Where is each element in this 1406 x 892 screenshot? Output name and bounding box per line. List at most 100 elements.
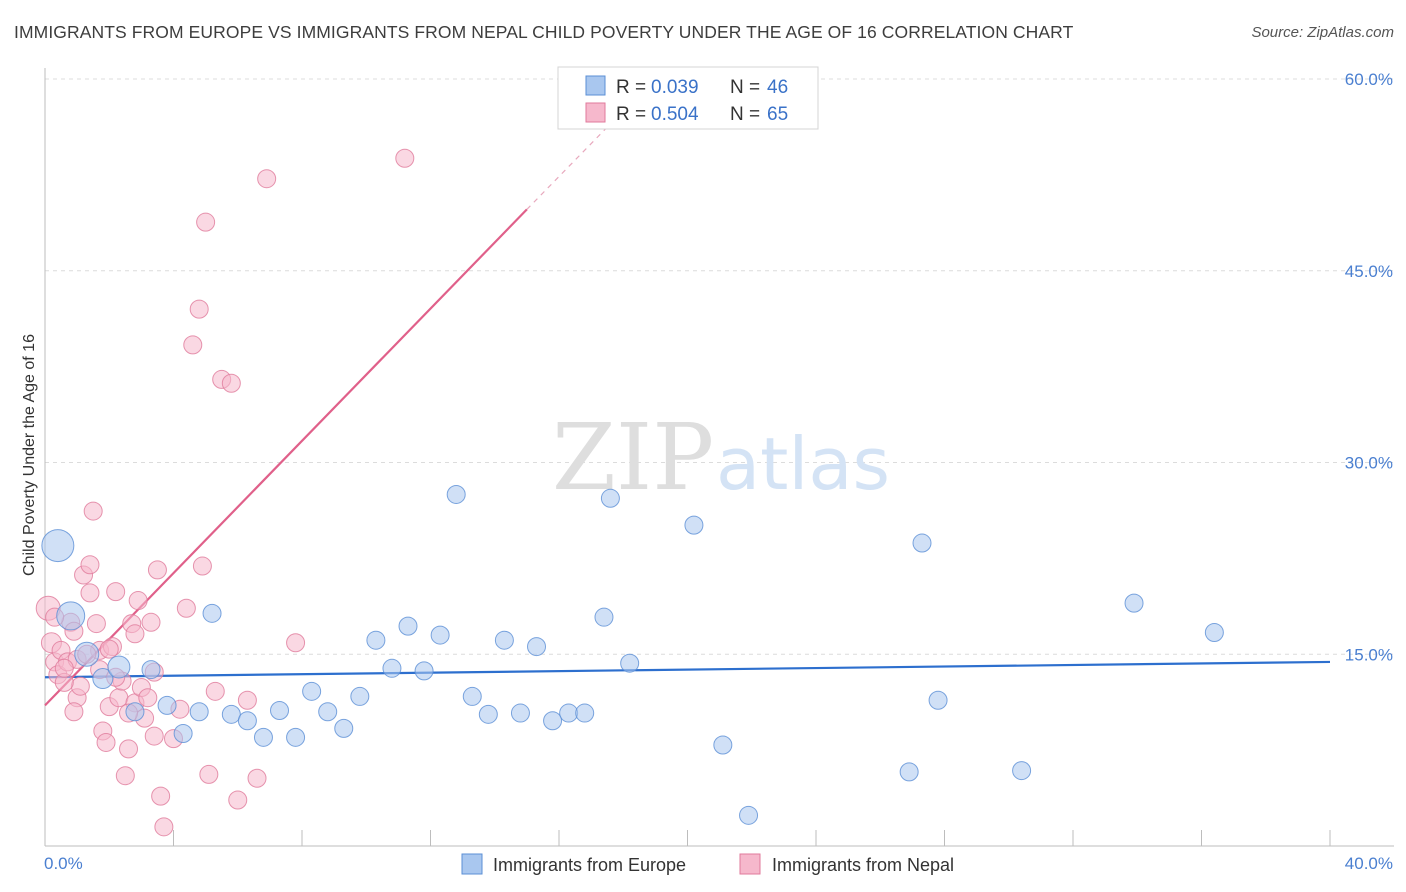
europe-point-13: [253, 727, 273, 747]
nepal-point-24: [109, 688, 129, 708]
y-tick-labels: 15.0% 30.0% 45.0% 60.0%: [1345, 70, 1393, 664]
europe-point-42: [928, 690, 948, 710]
nepal-point-61: [144, 726, 164, 746]
y-tick-label-45: 45.0%: [1345, 262, 1393, 281]
europe-point-43: [1012, 761, 1032, 781]
nepal-point-16: [86, 614, 106, 634]
y-tick-label-15: 15.0%: [1345, 645, 1393, 664]
nepal-point-46: [196, 212, 216, 232]
legend-europe-n-value: 46: [767, 77, 788, 98]
europe-point-9: [189, 702, 209, 722]
nepal-point-14: [80, 583, 100, 603]
europe-point-4: [107, 655, 131, 679]
stats-legend: R = 0.039 N = 46 R = 0.504 N = 65: [557, 66, 819, 130]
europe-point-28: [494, 630, 514, 650]
europe-point-38: [713, 735, 733, 755]
legend-nepal-n-value: 65: [767, 104, 788, 125]
x-tick-label-max: 40.0%: [1345, 854, 1393, 873]
europe-point-11: [221, 704, 241, 724]
series-legend: Immigrants from Europe Immigrants from N…: [461, 853, 954, 875]
europe-point-5: [141, 660, 161, 680]
europe-point-25: [446, 484, 466, 504]
europe-point-6: [125, 702, 145, 722]
nepal-point-43: [183, 335, 203, 355]
legend-swatch-nepal: [585, 102, 606, 123]
bottom-legend-label-nepal: Immigrants from Nepal: [772, 855, 954, 875]
y-tick-label-30: 30.0%: [1345, 454, 1393, 473]
europe-point-31: [543, 711, 563, 731]
europe-point-12: [237, 711, 257, 731]
nepal-point-15: [83, 501, 103, 521]
europe-point-17: [318, 702, 338, 722]
nepal-point-11: [64, 702, 84, 722]
legend-europe-n-label: N =: [730, 77, 760, 98]
nepal-point-55: [286, 633, 306, 653]
nepal-point-42: [176, 598, 196, 618]
europe-point-33: [575, 703, 595, 723]
nepal-point-27: [119, 739, 139, 759]
europe-point-0: [41, 529, 75, 563]
nepal-point-47: [199, 764, 219, 784]
europe-point-39: [739, 805, 759, 825]
nepal-point-37: [147, 560, 167, 580]
europe-point-24: [430, 625, 450, 645]
europe-point-16: [302, 681, 322, 701]
europe-point-19: [350, 686, 370, 706]
legend-nepal-n-label: N =: [730, 104, 760, 125]
nepal-point-29: [125, 624, 145, 644]
x-tick-label-min: 0.0%: [44, 854, 83, 873]
europe-point-34: [594, 607, 614, 627]
europe-point-32: [559, 703, 579, 723]
nepal-point-44: [189, 299, 209, 319]
nepal-point-54: [257, 169, 277, 189]
bottom-legend-label-europe: Immigrants from Europe: [493, 855, 686, 875]
europe-point-3: [92, 668, 114, 690]
legend-nepal-r-value: 0.504: [651, 104, 699, 125]
europe-point-23: [414, 661, 434, 681]
trendline-nepal-extension: [526, 116, 618, 210]
europe-point-37: [684, 515, 704, 535]
trendline-europe: [44, 660, 1331, 679]
europe-point-14: [270, 700, 290, 720]
legend-swatch-europe: [585, 75, 606, 96]
europe-point-45: [1204, 623, 1224, 643]
nepal-point-56: [395, 148, 415, 168]
nepal-point-13: [80, 555, 100, 575]
x-ticks: [44, 830, 1331, 846]
europe-point-7: [157, 695, 177, 715]
europe-point-35: [600, 488, 620, 508]
europe-points: [41, 484, 1224, 825]
legend-nepal-r-label: R =: [616, 104, 646, 125]
europe-point-40: [899, 762, 919, 782]
nepal-point-51: [228, 790, 248, 810]
europe-point-22: [398, 616, 418, 636]
nepal-point-52: [237, 690, 257, 710]
nepal-point-35: [141, 612, 161, 632]
europe-point-36: [620, 653, 640, 673]
nepal-point-64: [99, 639, 119, 659]
europe-point-29: [510, 703, 530, 723]
nepal-point-48: [205, 681, 225, 701]
europe-point-30: [527, 637, 547, 657]
nepal-point-58: [54, 658, 74, 678]
europe-point-44: [1124, 593, 1144, 613]
nepal-point-53: [247, 768, 267, 788]
nepal-point-34: [138, 688, 158, 708]
legend-europe-r-label: R =: [616, 77, 646, 98]
europe-point-8: [173, 724, 193, 744]
y-axis-label: Child Poverty Under the Age of 16: [21, 334, 38, 576]
europe-point-21: [382, 658, 402, 678]
source-credit: Source: ZipAtlas.com: [1251, 24, 1394, 41]
nepal-point-38: [151, 786, 171, 806]
axes: [44, 68, 1394, 847]
legend-europe-r-value: 0.039: [651, 77, 699, 98]
bottom-legend-swatch-europe: [461, 853, 483, 875]
nepal-point-39: [154, 817, 174, 837]
europe-point-2: [74, 641, 100, 667]
europe-point-15: [286, 727, 306, 747]
nepal-points: [35, 148, 415, 837]
chart-title: IMMIGRANTS FROM EUROPE VS IMMIGRANTS FRO…: [14, 22, 1074, 42]
bottom-legend-swatch-nepal: [739, 853, 761, 875]
nepal-point-9: [70, 676, 90, 696]
